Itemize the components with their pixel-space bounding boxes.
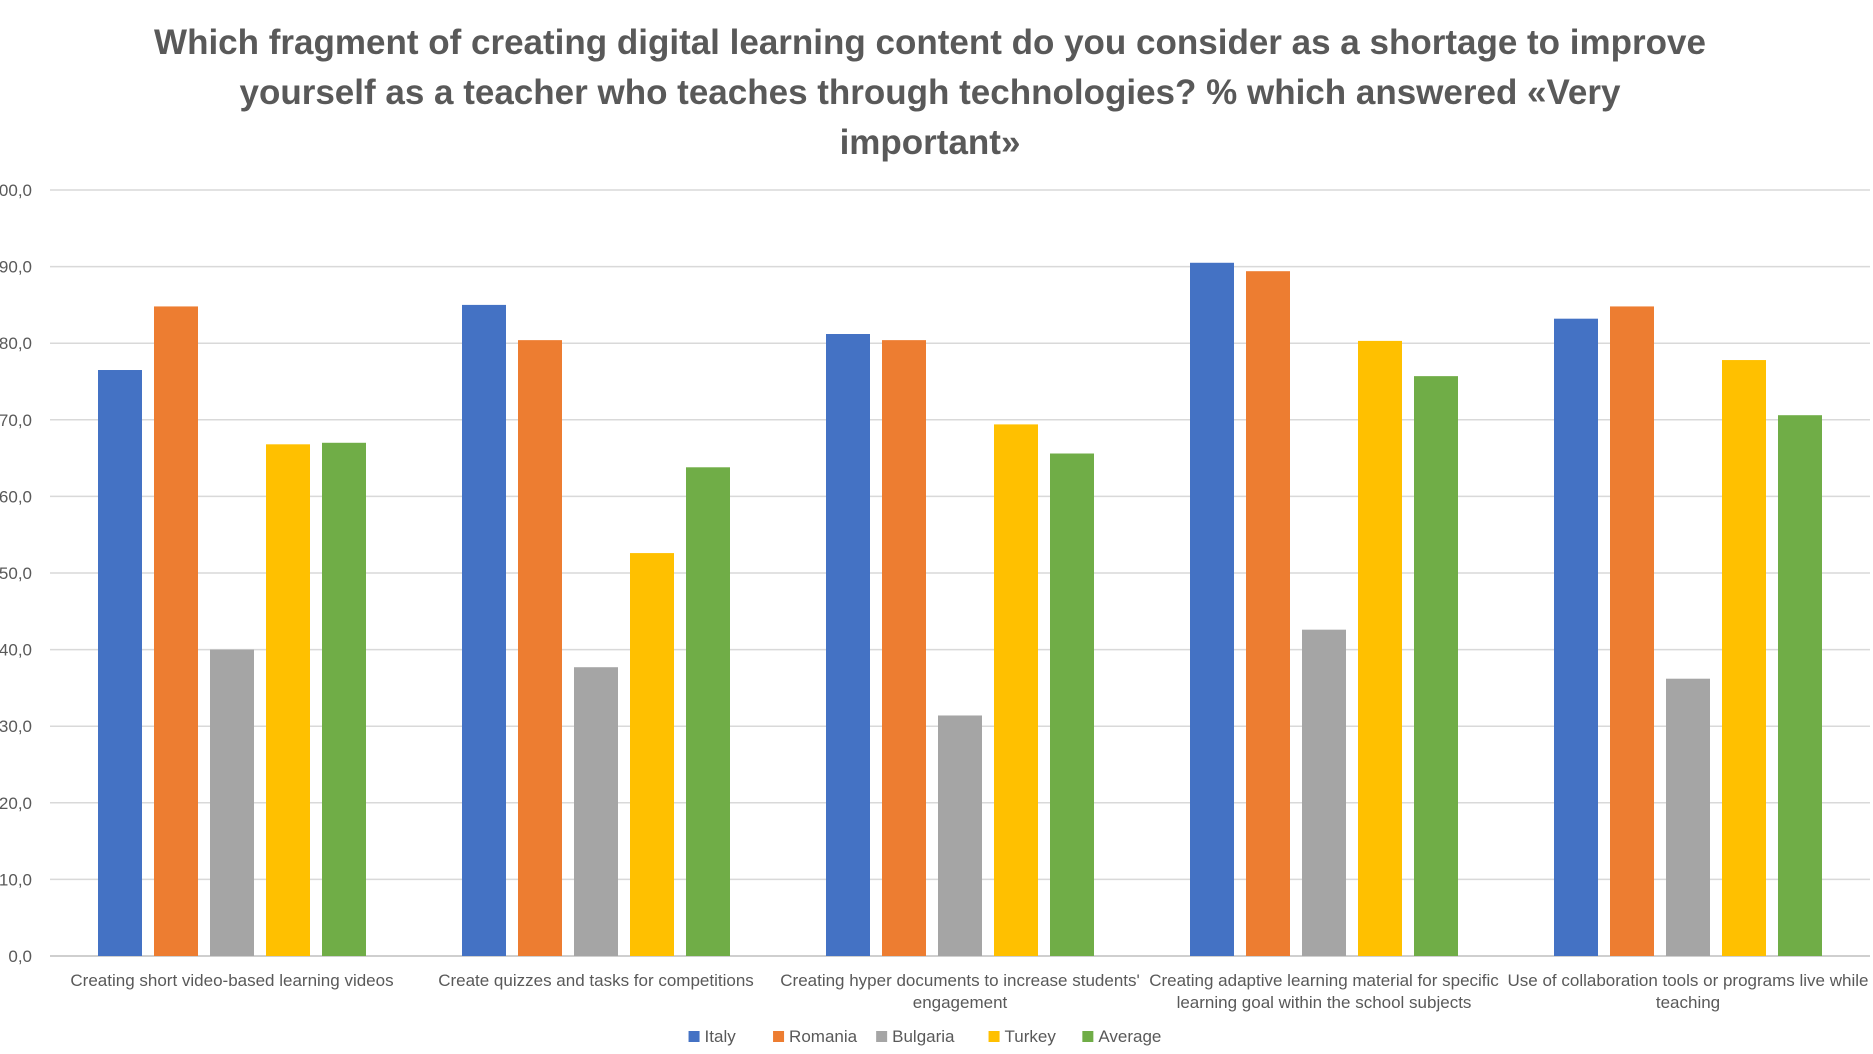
y-tick-label: 70,0: [0, 411, 32, 430]
legend-swatch-romania: [773, 1031, 785, 1042]
y-tick-label: 20,0: [0, 794, 32, 813]
legend-swatch-turkey: [988, 1031, 1000, 1042]
legend-label: Average: [1098, 1027, 1161, 1046]
bar-romania: [154, 306, 198, 956]
bar-average: [1050, 453, 1094, 956]
y-tick-label: 30,0: [0, 717, 32, 736]
x-category-label: teaching: [1656, 993, 1720, 1012]
x-category-label: learning goal within the school subjects: [1177, 993, 1472, 1012]
bar-italy: [1554, 318, 1598, 956]
y-tick-label: 80,0: [0, 334, 32, 353]
bar-bulgaria: [574, 667, 618, 956]
legend-label: Turkey: [1005, 1027, 1057, 1046]
bar-italy: [1190, 262, 1234, 956]
bar-bulgaria: [210, 649, 254, 956]
bar-turkey: [1358, 340, 1402, 957]
bar-average: [1414, 376, 1458, 956]
y-tick-label: 60,0: [0, 487, 32, 506]
legend-label: Romania: [789, 1027, 858, 1046]
bar-romania: [518, 340, 562, 956]
bar-italy: [826, 334, 870, 956]
bar-turkey: [1722, 360, 1766, 956]
bar-bulgaria: [1302, 629, 1346, 956]
legend-label: Italy: [705, 1027, 737, 1046]
bar-average: [686, 467, 730, 956]
bar-romania: [1610, 306, 1654, 956]
legend-label: Bulgaria: [892, 1027, 955, 1046]
bar-italy: [462, 304, 506, 956]
bar-bulgaria: [1666, 678, 1710, 956]
x-category-label: Use of collaboration tools or programs l…: [1508, 971, 1869, 990]
bar-turkey: [994, 424, 1038, 956]
y-tick-label: 0,0: [8, 947, 32, 966]
chart-title: Which fragment of creating digital learn…: [154, 23, 1706, 162]
x-category-label: Creating hyper documents to increase stu…: [780, 971, 1140, 990]
x-category-label: engagement: [913, 993, 1008, 1012]
bar-turkey: [266, 444, 310, 956]
y-tick-label: 90,0: [0, 258, 32, 277]
x-category-label: Creating adaptive learning material for …: [1149, 971, 1499, 990]
bar-turkey: [630, 553, 674, 956]
y-tick-label: 40,0: [0, 641, 32, 660]
bar-bulgaria: [938, 715, 982, 956]
x-category-label: Create quizzes and tasks for competition…: [438, 971, 754, 990]
legend-swatch-average: [1082, 1031, 1094, 1042]
bar-average: [322, 442, 366, 956]
bar-romania: [882, 340, 926, 956]
bar-romania: [1246, 271, 1290, 956]
legend-swatch-bulgaria: [876, 1031, 888, 1042]
bar-average: [1778, 415, 1822, 957]
y-tick-label: 100,0: [0, 181, 32, 200]
legend-swatch-italy: [688, 1031, 700, 1042]
y-tick-label: 10,0: [0, 870, 32, 889]
bar-italy: [98, 370, 142, 956]
y-tick-label: 50,0: [0, 564, 32, 583]
x-category-label: Creating short video-based learning vide…: [70, 971, 393, 990]
